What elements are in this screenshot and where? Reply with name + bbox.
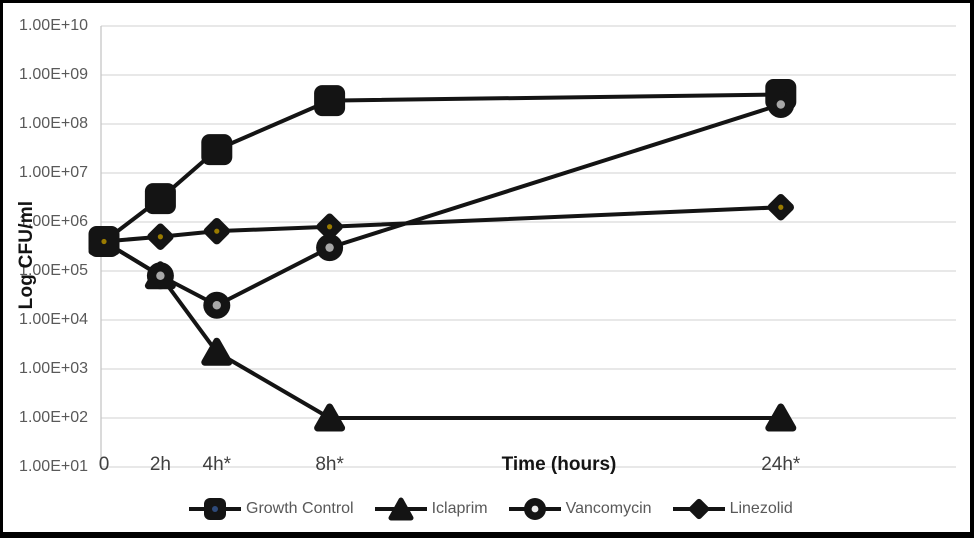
y-axis-tick-label: 1.00E+06 [19,213,88,230]
legend-item-vancomycin: Vancomycin [508,495,652,523]
x-axis-title: Time (hours) [501,454,617,475]
circle-marker-dot [325,243,334,252]
y-axis-tick-label: 1.00E+05 [19,262,88,279]
square-marker-icon [189,498,241,520]
x-axis-tick-label: 8h* [315,454,344,475]
legend-label: Growth Control [246,500,354,517]
y-axis-tick-label: 1.00E+10 [19,17,88,34]
series-line-iclaprim [102,239,781,420]
triangle-marker-icon [374,497,427,521]
triangle-marker [201,337,233,366]
square-marker [314,85,346,117]
diamond-marker-dot [327,224,333,230]
legend: Growth Control Iclaprim Vancomycin Linez… [188,495,793,523]
x-axis-tick-label: 0 [98,454,110,475]
y-axis-tick-label: 1.00E+03 [19,360,88,377]
triangle-marker [314,403,346,432]
x-axis-tick-label: 2h [149,454,171,475]
y-axis-tick-label: 1.00E+09 [19,66,88,83]
x-axis-tick-label: 24h* [761,454,801,475]
circle-marker-dot [212,301,221,310]
series-line-vancomycin [102,102,782,308]
series-line-growth-control [102,92,781,244]
legend-item-iclaprim: Iclaprim [374,495,488,523]
legend-label: Linezolid [729,500,793,517]
x-axis-tick-label: 4h* [202,454,232,475]
legend-item-linezolid: Linezolid [672,495,793,523]
diamond-marker-icon [672,498,725,520]
diamond-marker-dot [778,204,784,210]
circle-marker-dot [156,271,165,280]
square-marker [201,134,233,166]
square-marker [144,183,176,215]
diamond-marker-dot [101,238,107,245]
y-axis-tick-label: 1.00E+08 [19,115,88,132]
diamond-marker-dot [157,234,163,240]
y-axis-title: Log CFU/ml [16,200,37,310]
triangle-marker [765,403,797,432]
circle-marker-icon [508,498,561,520]
diamond-marker-dot [214,228,220,234]
y-axis-tick-label: 1.00E+01 [19,458,88,475]
circle-marker-dot [776,100,785,109]
legend-item-growth-control: Growth Control [188,495,354,523]
legend-label: Vancomycin [565,500,652,517]
y-axis-tick-label: 1.00E+07 [19,164,88,181]
legend-label: Iclaprim [431,500,488,517]
y-axis-tick-label: 1.00E+02 [19,409,88,426]
y-axis-tick-label: 1.00E+04 [19,311,88,328]
